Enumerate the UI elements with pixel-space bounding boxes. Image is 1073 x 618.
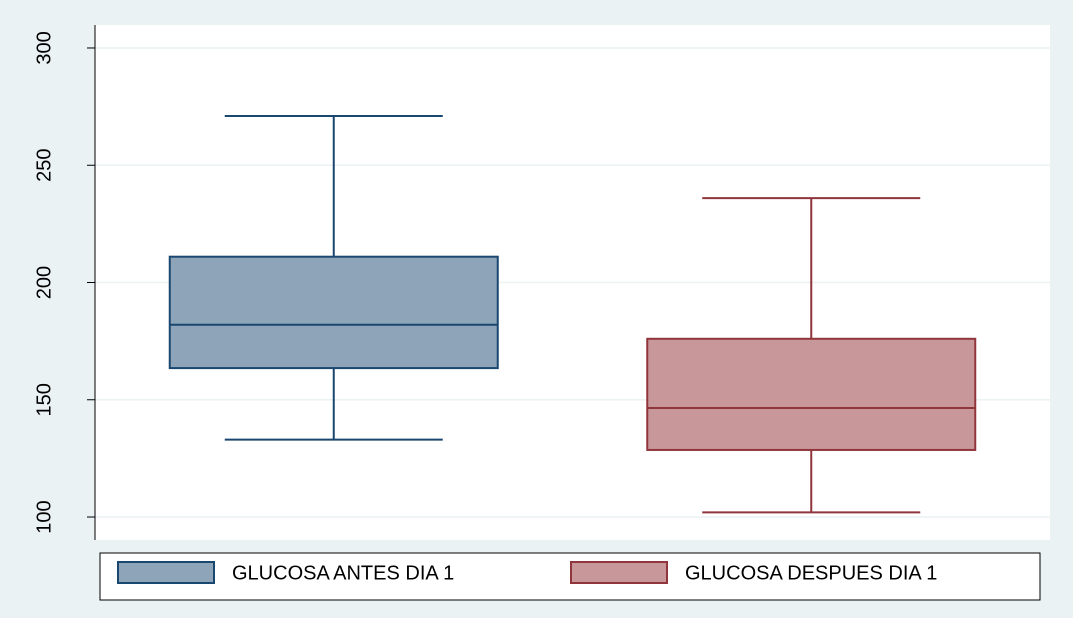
y-tick-label: 150: [33, 383, 55, 416]
legend-swatch: [117, 561, 215, 584]
y-tick-label: 200: [33, 266, 55, 299]
y-tick-label: 300: [33, 31, 55, 64]
legend-swatch: [570, 561, 668, 584]
legend-label: GLUCOSA ANTES DIA 1: [232, 562, 454, 584]
y-tick-label: 250: [33, 149, 55, 182]
legend-label: GLUCOSA DESPUES DIA 1: [685, 562, 937, 584]
box: [168, 255, 499, 370]
box: [646, 337, 977, 451]
legend: [99, 552, 1041, 601]
y-tick-label: 100: [33, 500, 55, 533]
